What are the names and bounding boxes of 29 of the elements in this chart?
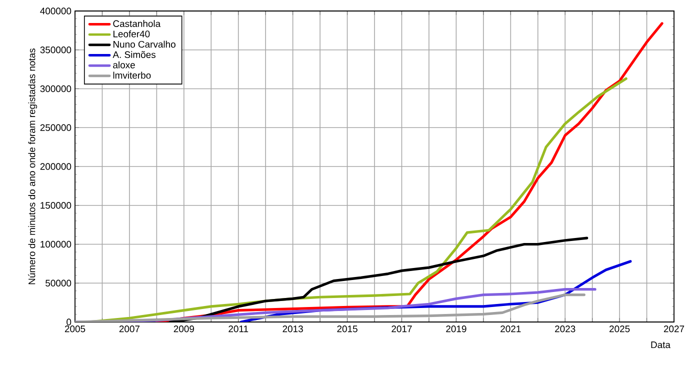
y-tick-label: 250000: [40, 124, 72, 131]
legend-label: Leofer40: [113, 30, 150, 38]
legend-label: lmviterbo: [113, 72, 151, 79]
legend-label: Nuno Carvalho: [113, 40, 176, 48]
x-tick-label: 2019: [446, 326, 466, 332]
x-tick-label: 2025: [609, 326, 630, 332]
x-tick-label: 2023: [555, 326, 576, 332]
y-tick-label: 50000: [46, 280, 72, 286]
x-tick-label: 2009: [174, 326, 194, 332]
y-tick-label: 0: [66, 318, 72, 326]
x-axis-title: Data: [651, 342, 670, 348]
y-tick-label: 200000: [40, 163, 72, 170]
x-tick-label: 2013: [282, 326, 303, 332]
y-tick-label: 300000: [40, 85, 72, 92]
legend-label: A. Simões: [112, 51, 156, 58]
x-tick-label: 2007: [119, 326, 140, 332]
x-tick-label: 2005: [64, 326, 86, 332]
y-axis-title: Número de minutos do ano onde foram registadas notas: [28, 48, 38, 284]
x-tick-label: 2015: [337, 326, 358, 332]
x-tick-label: 2011: [228, 326, 248, 332]
x-tick-label: 2021: [500, 326, 521, 332]
y-tick-label: 350000: [40, 46, 72, 54]
y-tick-label: 400000: [40, 8, 72, 14]
x-tick-label: 2027: [664, 326, 684, 332]
y-tick-label: 100000: [40, 240, 72, 248]
legend-label: aloxe: [113, 61, 135, 68]
x-tick-label: 2017: [392, 326, 412, 332]
y-tick-label: 150000: [40, 202, 72, 209]
legend-label: Castanhola: [113, 20, 161, 28]
